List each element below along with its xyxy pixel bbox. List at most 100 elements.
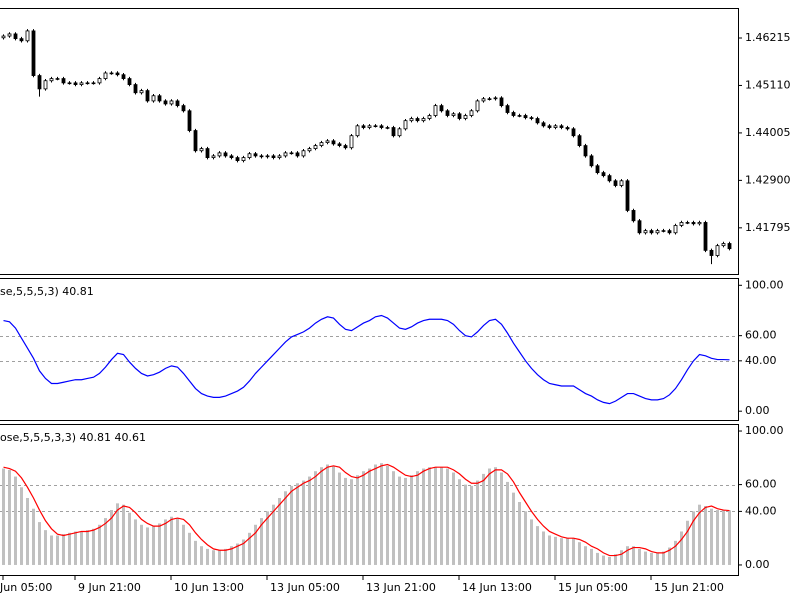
candle-body xyxy=(61,78,66,84)
candle-body xyxy=(169,100,174,105)
histogram-bar xyxy=(536,526,539,565)
candle-body xyxy=(631,210,636,222)
candle-body xyxy=(481,98,486,102)
candle-body xyxy=(583,145,588,157)
histogram-bar xyxy=(278,497,281,565)
candle-body xyxy=(475,100,480,112)
histogram-bar xyxy=(392,471,395,565)
candle-body xyxy=(655,230,660,234)
histogram-bar xyxy=(398,476,401,565)
histogram-bar xyxy=(32,508,35,565)
histogram-bar xyxy=(644,551,647,565)
x-tick-label: 15 Jun 21:00 xyxy=(654,581,724,594)
candle-body xyxy=(409,118,414,122)
candle-body xyxy=(643,230,648,234)
histogram-bar xyxy=(338,472,341,565)
candle-body xyxy=(7,33,12,37)
candle-body xyxy=(313,145,318,149)
histogram-bar xyxy=(668,547,671,565)
histogram-bar xyxy=(560,538,563,565)
candle-body xyxy=(217,152,222,157)
x-tick-label: Jun 05:00 xyxy=(0,581,52,594)
candle-body xyxy=(559,125,564,128)
y-tick-label: 100.00 xyxy=(745,278,784,291)
candle-body xyxy=(397,128,402,137)
candle-body xyxy=(523,115,528,119)
candle-body xyxy=(31,30,36,76)
histogram-bar xyxy=(188,532,191,565)
histogram-bar xyxy=(104,518,107,565)
histogram-bar xyxy=(494,467,497,565)
candle-body xyxy=(601,172,606,177)
candle-body xyxy=(661,230,666,232)
candle-body xyxy=(91,82,96,85)
candle-body xyxy=(553,125,558,128)
candle-body xyxy=(175,100,180,107)
candle-body xyxy=(613,180,618,186)
histogram-bar xyxy=(242,539,245,565)
histogram-bar xyxy=(674,540,677,565)
candle-body xyxy=(109,72,114,75)
candle-body xyxy=(361,125,366,128)
histogram-bar xyxy=(596,552,599,565)
histogram-bar xyxy=(710,508,713,565)
candle-body xyxy=(673,225,678,234)
y-tick-label: 1.42900 xyxy=(745,173,791,186)
indicator-line xyxy=(3,314,730,405)
candle-body xyxy=(223,152,228,157)
histogram-bar xyxy=(176,518,179,565)
candle-body xyxy=(85,82,90,85)
histogram-bar xyxy=(272,504,275,565)
x-tick-label: 15 Jun 05:00 xyxy=(558,581,628,594)
candle-body xyxy=(49,78,54,82)
histogram-bar xyxy=(440,467,443,565)
panel: 1.46215 1.45110 1.44005 1.42900 1.41795 xyxy=(1,29,791,265)
y-tick-label: 40.00 xyxy=(745,504,777,517)
candle-body xyxy=(235,157,240,162)
histogram-bar xyxy=(638,548,641,565)
y-tick-label: 1.46215 xyxy=(745,31,791,44)
candle-body xyxy=(115,72,120,76)
candle-body xyxy=(295,152,300,157)
histogram-bar xyxy=(2,468,5,565)
histogram-bar xyxy=(290,485,293,565)
x-tick-label: 14 Jun 13:00 xyxy=(462,581,532,594)
histogram-bar xyxy=(524,511,527,565)
histogram-bar xyxy=(632,546,635,565)
histogram-bar xyxy=(716,510,719,565)
candle-body xyxy=(487,98,492,100)
candle-body xyxy=(193,130,198,152)
candle-body xyxy=(265,155,270,158)
candle-body xyxy=(607,175,612,182)
histogram-bar xyxy=(302,480,305,565)
histogram-bar xyxy=(704,506,707,565)
candle-body xyxy=(493,97,498,100)
candle-body xyxy=(301,150,306,157)
candle-body xyxy=(121,74,126,79)
candle-body xyxy=(373,125,378,128)
panel: 100.00 60.00 40.00 0.00 xyxy=(0,278,784,417)
histogram-bar xyxy=(722,510,725,565)
histogram-bar xyxy=(488,468,491,565)
histogram-bar xyxy=(656,552,659,565)
histogram-bar xyxy=(122,504,125,565)
histogram-bar xyxy=(152,526,155,565)
histogram-bar xyxy=(620,550,623,565)
histogram-bar xyxy=(38,522,41,565)
candle-body xyxy=(541,122,546,127)
histogram-bar xyxy=(608,556,611,565)
histogram-bar xyxy=(362,471,365,565)
histogram-bar xyxy=(650,552,653,565)
candle-body xyxy=(97,78,102,84)
histogram-bar xyxy=(416,471,419,565)
x-tick-label: 13 Jun 05:00 xyxy=(270,581,340,594)
histogram-bar xyxy=(602,555,605,565)
candle-body xyxy=(283,152,288,157)
histogram-bar xyxy=(386,465,389,565)
candle-body xyxy=(139,90,144,94)
histogram-bar xyxy=(470,485,473,565)
histogram-bar xyxy=(14,476,17,565)
histogram-bar xyxy=(314,471,317,565)
histogram-bar xyxy=(20,487,23,565)
candle-body xyxy=(451,113,456,116)
